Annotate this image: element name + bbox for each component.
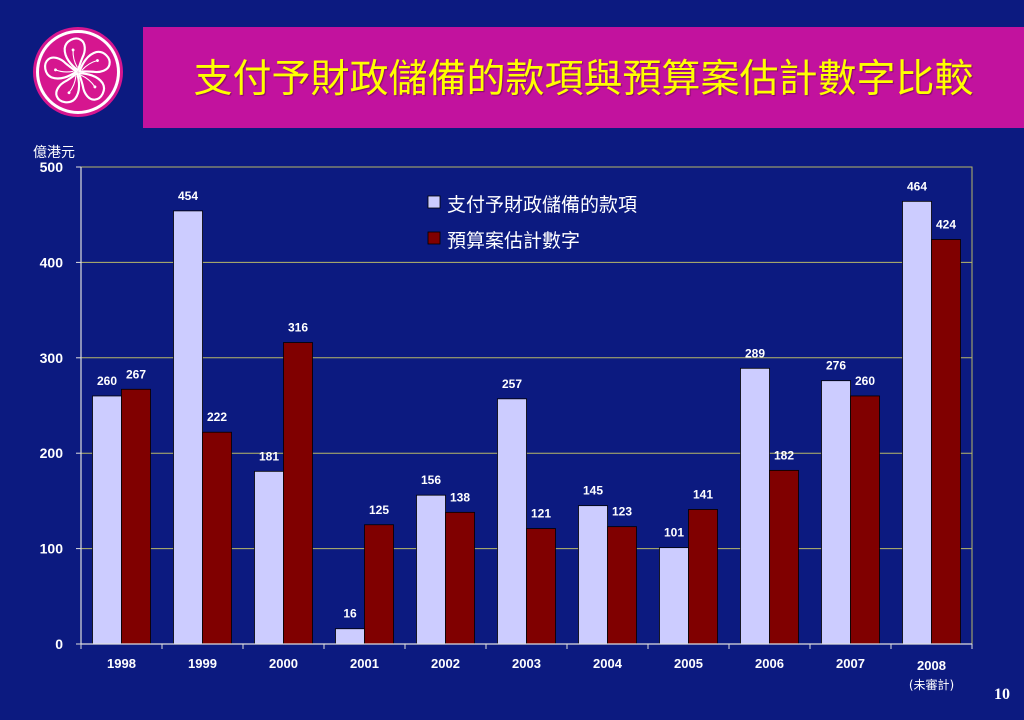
- data-label-reserve-payment-1999: 454: [178, 189, 198, 203]
- bar-reserve-payment-2003: [497, 398, 527, 645]
- data-label-reserve-payment-2003: 257: [502, 377, 522, 391]
- bar-reserve-payment-1998: [92, 395, 122, 645]
- legend-label-reserve-payment: 支付予財政儲備的款項: [447, 194, 637, 216]
- page-number: 10: [994, 686, 1010, 703]
- emblem-petal: [74, 47, 114, 82]
- data-label-budget-estimate-2008: 424: [936, 218, 956, 232]
- y-tick-label: 100: [40, 541, 64, 557]
- y-tick-label: 0: [55, 636, 63, 652]
- bar-reserve-payment-2004: [578, 505, 608, 645]
- bar-budget-estimate-1999: [202, 431, 232, 645]
- data-label-budget-estimate-1999: 222: [207, 410, 227, 424]
- data-label-budget-estimate-2005: 141: [693, 487, 713, 501]
- bar-budget-estimate-2000: [283, 342, 313, 645]
- emblem-stamen-tip: [67, 91, 71, 95]
- bauhinia-emblem-icon: [32, 26, 124, 118]
- emblem-stamen: [80, 74, 96, 88]
- x-tick-label-2008: 2008: [917, 658, 946, 673]
- bauhinia-emblem-graphic: [33, 27, 123, 117]
- bar-reserve-payment-2007: [821, 380, 851, 645]
- legend-swatch-budget-estimate: [427, 231, 441, 245]
- y-tick-label: 300: [40, 350, 64, 366]
- bar-reserve-payment-2000: [254, 470, 284, 645]
- emblem-stamen: [81, 59, 98, 71]
- x-tick-label-2006: 2006: [755, 656, 784, 671]
- bar-budget-estimate-2002: [445, 511, 475, 645]
- x-tick-note-2008: (未審計): [909, 677, 954, 692]
- data-label-reserve-payment-2006: 289: [745, 346, 765, 360]
- data-label-reserve-payment-2005: 101: [664, 526, 684, 540]
- data-label-budget-estimate-2007: 260: [855, 374, 875, 388]
- bar-reserve-payment-2008: [902, 200, 932, 645]
- emblem-petal: [70, 65, 110, 105]
- x-tick-label-2001: 2001: [350, 656, 379, 671]
- legend-label-budget-estimate: 預算案估計數字: [447, 230, 580, 252]
- legend-swatch-reserve-payment: [427, 195, 441, 209]
- emblem-stamen: [68, 75, 77, 94]
- bar-reserve-payment-2005: [659, 547, 689, 645]
- emblem-petal: [52, 67, 88, 108]
- data-label-budget-estimate-2003: 121: [531, 507, 551, 521]
- emblem-stamen: [72, 49, 78, 68]
- legend: 支付予財政儲備的款項 預算案估計數字: [427, 194, 637, 252]
- bar-reserve-payment-2006: [740, 367, 770, 645]
- x-tick-label-1999: 1999: [188, 656, 217, 671]
- bar-budget-estimate-2003: [526, 528, 556, 645]
- slide-title: 支付予財政儲備的款項與預算案估計數字比較: [193, 56, 974, 102]
- x-tick-label-2003: 2003: [512, 656, 541, 671]
- bar-budget-estimate-2008: [931, 239, 961, 645]
- bar-budget-estimate-2007: [850, 395, 880, 645]
- bar-reserve-payment-1999: [173, 210, 203, 645]
- bar-reserve-payment-2001: [335, 628, 365, 645]
- bar-budget-estimate-2005: [688, 509, 718, 645]
- chart-labels: 0 100 200 300 400 500 260 454 181 16 156 257 145 101 2…: [40, 159, 957, 692]
- x-tick-label-2007: 2007: [836, 656, 865, 671]
- bar-budget-estimate-2004: [607, 526, 637, 645]
- x-tick-label-2000: 2000: [269, 656, 298, 671]
- x-tick-label-2004: 2004: [593, 656, 623, 671]
- y-tick-label: 400: [40, 254, 64, 270]
- data-label-reserve-payment-2007: 276: [826, 359, 846, 373]
- emblem-stamen-tip: [54, 68, 57, 72]
- title-bar: 支付予財政儲備的款項與預算案估計數字比較: [143, 27, 1024, 128]
- data-label-budget-estimate-2000: 316: [288, 321, 308, 335]
- data-label-reserve-payment-2008: 464: [907, 179, 927, 193]
- chart-axes: [76, 166, 973, 649]
- data-label-budget-estimate-1998: 267: [126, 367, 146, 381]
- bauhinia-flower: [42, 36, 114, 108]
- data-label-budget-estimate-2004: 123: [612, 505, 632, 519]
- data-label-budget-estimate-2006: 182: [774, 448, 794, 462]
- x-tick-label-2002: 2002: [431, 656, 460, 671]
- data-label-reserve-payment-2004: 145: [583, 484, 603, 498]
- emblem-petal: [62, 36, 89, 73]
- data-label-reserve-payment-2002: 156: [421, 473, 441, 487]
- data-label-reserve-payment-1998: 260: [97, 374, 117, 388]
- y-tick-label: 200: [40, 445, 64, 461]
- bar-budget-estimate-1998: [121, 388, 151, 645]
- data-label-budget-estimate-2002: 138: [450, 490, 470, 504]
- bar-budget-estimate-2006: [769, 469, 799, 645]
- data-label-reserve-payment-2001: 16: [343, 607, 357, 621]
- x-tick-label-1998: 1998: [107, 656, 136, 671]
- x-tick-label-2005: 2005: [674, 656, 703, 671]
- data-label-reserve-payment-2000: 181: [259, 449, 279, 463]
- y-axis-title: 億港元: [33, 145, 75, 161]
- emblem-stamen: [55, 69, 74, 73]
- data-label-budget-estimate-2001: 125: [369, 503, 389, 517]
- emblem-stamen-tip: [95, 59, 99, 62]
- bar-reserve-payment-2002: [416, 494, 446, 645]
- chart-bars: [92, 200, 961, 645]
- emblem-stamen-tip: [93, 85, 97, 89]
- emblem-petal: [42, 55, 80, 83]
- emblem-stamen-tip: [71, 48, 75, 52]
- bar-budget-estimate-2001: [364, 524, 394, 645]
- y-tick-label: 500: [40, 159, 64, 175]
